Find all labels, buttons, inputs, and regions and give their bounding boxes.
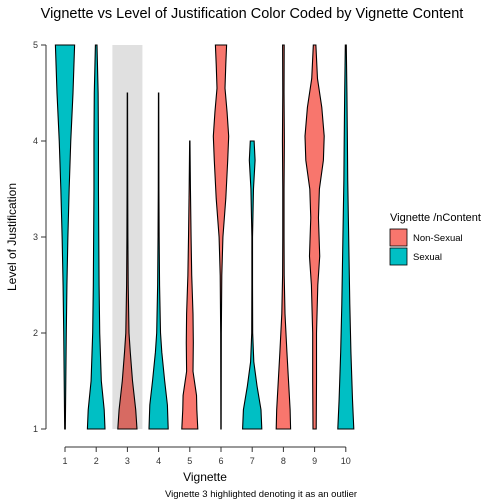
x-tick-label-6: 6	[218, 456, 223, 466]
x-tick-label-9: 9	[312, 456, 317, 466]
x-tick-label-10: 10	[341, 456, 351, 466]
y-tick-label-1: 1	[33, 424, 38, 434]
x-tick-label-3: 3	[125, 456, 130, 466]
x-axis-title: Vignette	[183, 470, 227, 484]
plot-area	[55, 45, 353, 429]
violin-vignette-2	[87, 45, 105, 429]
x-tick-label-4: 4	[156, 456, 161, 466]
chart-title: Vignette vs Level of Justification Color…	[41, 6, 464, 22]
legend-title: Vignette /nContent	[390, 212, 481, 224]
y-tick-label-2: 2	[33, 328, 38, 338]
x-axis: 1 2 3 4 5 6 7 8 9 10	[62, 447, 350, 466]
legend-label-sexual: Sexual	[413, 252, 442, 263]
violin-vignette-9	[305, 45, 324, 429]
violin-vignette-5	[182, 141, 198, 429]
y-tick-label-3: 3	[33, 232, 38, 242]
x-tick-label-7: 7	[250, 456, 255, 466]
y-axis-title: Level of Justification	[5, 183, 19, 291]
x-tick-label-8: 8	[281, 456, 286, 466]
chart-caption: Vignette 3 highlighted denoting it as an…	[165, 489, 357, 500]
violin-vignette-1	[55, 45, 74, 429]
violin-vignette-4	[149, 93, 168, 429]
legend-swatch-non-sexual	[390, 229, 407, 246]
y-axis: 1 2 3 4 5	[33, 40, 46, 434]
x-tick-label-1: 1	[62, 456, 67, 466]
violin-group	[55, 45, 353, 429]
x-tick-label-2: 2	[94, 456, 99, 466]
x-tick-label-5: 5	[187, 456, 192, 466]
y-tick-label-4: 4	[33, 136, 38, 146]
violin-vignette-6	[213, 45, 228, 429]
violin-vignette-10	[338, 45, 354, 429]
violin-vignette-7	[243, 141, 262, 429]
legend-swatch-sexual	[390, 248, 407, 265]
violin-vignette-8	[276, 45, 290, 429]
y-tick-label-5: 5	[33, 40, 38, 50]
legend-label-non-sexual: Non-Sexual	[413, 233, 463, 244]
legend: Vignette /nContent Non-Sexual Sexual	[390, 212, 481, 265]
